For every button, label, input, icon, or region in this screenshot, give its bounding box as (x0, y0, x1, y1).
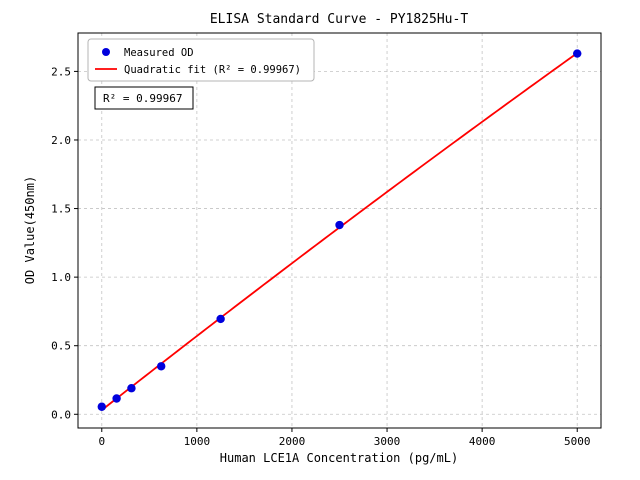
y-tick-label: 0.0 (51, 408, 71, 421)
x-tick-label: 1000 (184, 435, 211, 448)
chart-title: ELISA Standard Curve - PY1825Hu-T (210, 12, 468, 27)
y-tick-label: 2.5 (51, 65, 71, 78)
measured-od-point (97, 402, 106, 411)
annotation-text: R² = 0.99967 (103, 92, 182, 105)
legend-marker-measured-od (102, 48, 110, 56)
measured-od-point (573, 49, 582, 58)
measured-od-point (127, 384, 136, 393)
measured-od-point (216, 314, 225, 324)
x-tick-label: 3000 (374, 435, 401, 448)
x-tick-label: 0 (98, 435, 105, 448)
x-tick-label: 4000 (469, 435, 496, 448)
x-axis-label: Human LCE1A Concentration (pg/mL) (220, 451, 458, 465)
y-tick-label: 0.5 (51, 340, 71, 353)
legend-label-quadratic-fit: Quadratic fit (R² = 0.99967) (124, 64, 301, 76)
plot-area: 0 1000 2000 3000 4000 5000 0.0 0.5 1.0 1.5 2.0 2.5 M… (51, 32, 602, 448)
legend-label-measured-od: Measured OD (124, 47, 194, 59)
annotation-box (94, 86, 194, 110)
legend-box (87, 38, 315, 82)
y-axis-label: OD Value(450nm) (23, 176, 37, 284)
measured-od-point (157, 362, 166, 371)
r-squared-annotation: R² = 0.99967 (94, 86, 194, 110)
legend: Measured OD Quadratic fit (R² = 0.99967) (87, 38, 315, 82)
y-tick-label: 1.5 (51, 203, 71, 216)
x-tick-label: 5000 (564, 435, 591, 448)
y-tick-label: 1.0 (51, 271, 71, 284)
x-tick-label: 2000 (279, 435, 306, 448)
measured-od-point (112, 394, 121, 403)
measured-od-point (335, 220, 344, 230)
axes-frame (77, 32, 602, 429)
y-tick-label: 2.0 (51, 134, 71, 147)
